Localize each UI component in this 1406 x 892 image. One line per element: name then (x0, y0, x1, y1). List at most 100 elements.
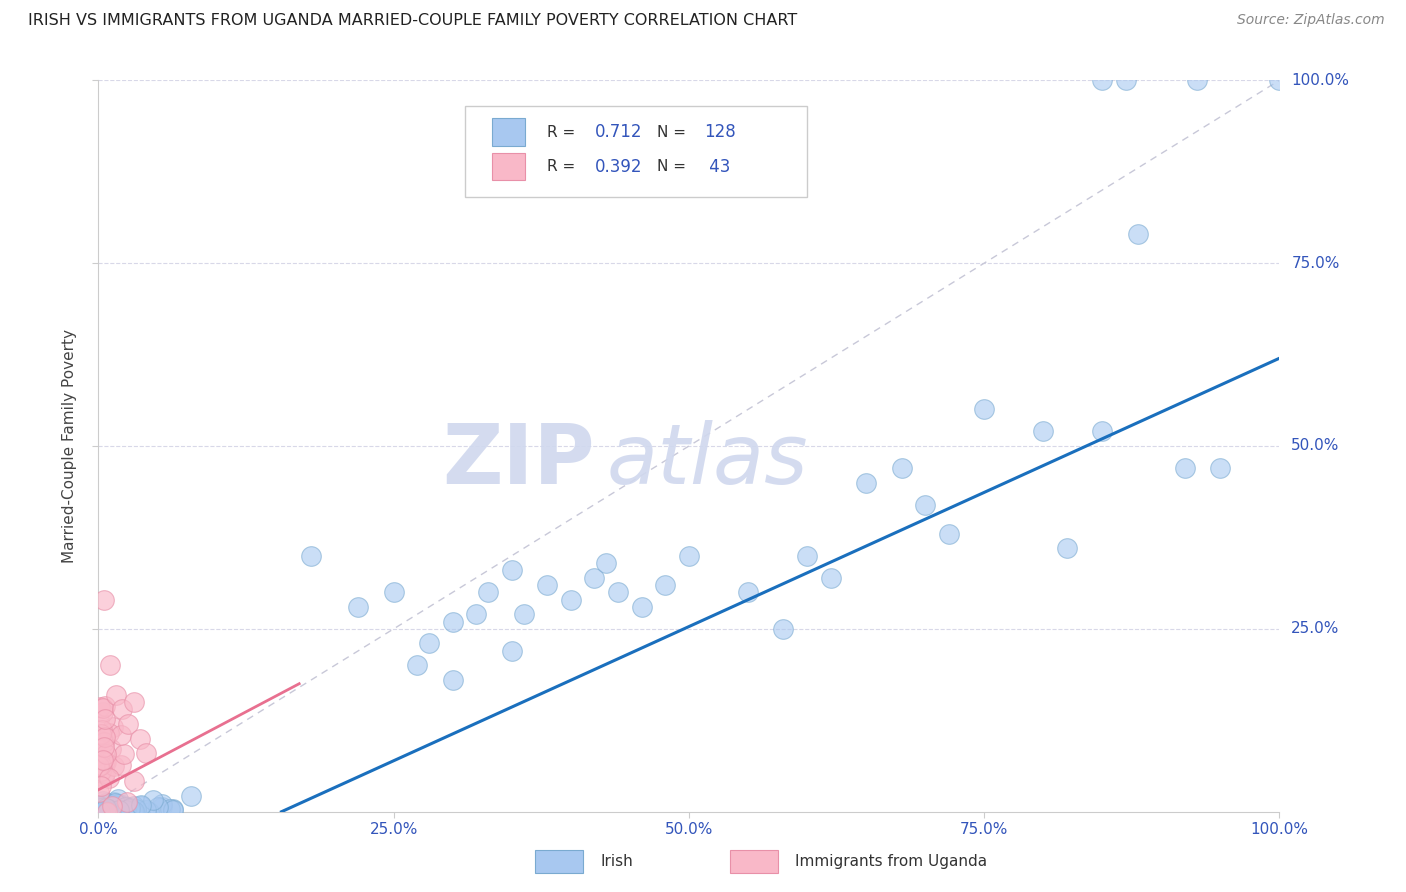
Point (91, 706, 114, 720)
Point (94, 799, 117, 814)
Point (104, 803, 127, 817)
Point (100, 798, 122, 813)
Point (1091, 73, 1114, 87)
Point (91, 753, 114, 767)
Point (89, 713, 111, 727)
Point (103, 804, 125, 818)
Point (94, 804, 117, 818)
Point (93, 770, 115, 784)
Point (135, 746, 157, 760)
Text: 75.0%: 75.0% (1291, 256, 1340, 270)
Point (90, 805, 112, 819)
Point (114, 800, 136, 814)
Point (94, 755, 117, 769)
Point (105, 688, 128, 702)
Text: 50.0%: 50.0% (1291, 439, 1340, 453)
Point (125, 802, 148, 816)
FancyBboxPatch shape (492, 119, 524, 146)
Point (90, 803, 112, 817)
Point (124, 804, 146, 818)
Point (150, 797, 173, 811)
Y-axis label: Married-Couple Family Poverty: Married-Couple Family Poverty (62, 329, 77, 563)
Point (607, 585, 630, 599)
Point (89, 801, 111, 815)
Point (93, 735, 115, 749)
Point (103, 803, 125, 817)
Text: R =: R = (547, 125, 581, 140)
Point (94, 766, 117, 780)
Point (1209, 461, 1232, 475)
Point (103, 759, 125, 773)
Point (89, 802, 111, 816)
Point (654, 578, 676, 592)
Point (162, 802, 184, 816)
Point (94, 802, 117, 816)
Point (560, 592, 582, 607)
Text: 0.712: 0.712 (595, 123, 643, 141)
Point (103, 795, 125, 809)
Point (142, 793, 165, 807)
Point (91, 805, 114, 819)
Point (93, 805, 115, 819)
Point (115, 795, 138, 809)
Point (146, 800, 169, 814)
Text: R =: R = (547, 159, 581, 174)
Text: 43: 43 (704, 158, 731, 176)
Point (122, 804, 145, 818)
Point (501, 644, 523, 658)
Point (91, 798, 114, 813)
Point (128, 731, 150, 746)
Point (91, 804, 114, 818)
Point (107, 797, 129, 811)
Point (89, 804, 111, 818)
Point (111, 805, 134, 819)
Point (129, 798, 152, 813)
Point (87, 799, 110, 814)
Text: ZIP: ZIP (441, 420, 595, 501)
Text: IRISH VS IMMIGRANTS FROM UGANDA MARRIED-COUPLE FAMILY POVERTY CORRELATION CHART: IRISH VS IMMIGRANTS FROM UGANDA MARRIED-… (28, 13, 797, 29)
Point (90, 779, 112, 793)
Point (122, 798, 145, 813)
FancyBboxPatch shape (730, 850, 778, 873)
Point (1091, 425, 1114, 439)
Point (124, 774, 146, 789)
Text: 25.0%: 25.0% (1291, 622, 1340, 636)
FancyBboxPatch shape (536, 850, 582, 873)
Point (108, 803, 131, 817)
Point (111, 702, 134, 716)
Point (90, 803, 112, 817)
Point (100, 805, 122, 819)
Point (98, 726, 121, 740)
Point (820, 571, 842, 585)
Point (90, 758, 112, 772)
Point (477, 585, 499, 599)
Point (159, 802, 181, 816)
Point (890, 461, 912, 475)
Point (129, 799, 152, 814)
Point (89, 801, 111, 815)
Text: Irish: Irish (600, 854, 633, 869)
Point (97, 771, 120, 785)
Point (90, 723, 112, 738)
Point (101, 720, 124, 734)
Point (91, 804, 114, 818)
Point (94, 730, 117, 744)
Point (90, 764, 112, 778)
Point (101, 798, 124, 813)
Point (135, 803, 157, 817)
Point (100, 802, 122, 816)
Point (347, 599, 370, 614)
Point (98, 658, 121, 673)
Point (107, 804, 129, 818)
Point (162, 803, 184, 817)
Point (138, 805, 160, 819)
Point (796, 549, 818, 563)
Point (737, 585, 759, 599)
Point (89, 732, 111, 747)
Point (299, 549, 322, 563)
Point (96, 804, 118, 818)
Point (93, 739, 115, 754)
Point (87, 802, 110, 816)
Point (96, 804, 118, 818)
Point (94, 797, 117, 811)
